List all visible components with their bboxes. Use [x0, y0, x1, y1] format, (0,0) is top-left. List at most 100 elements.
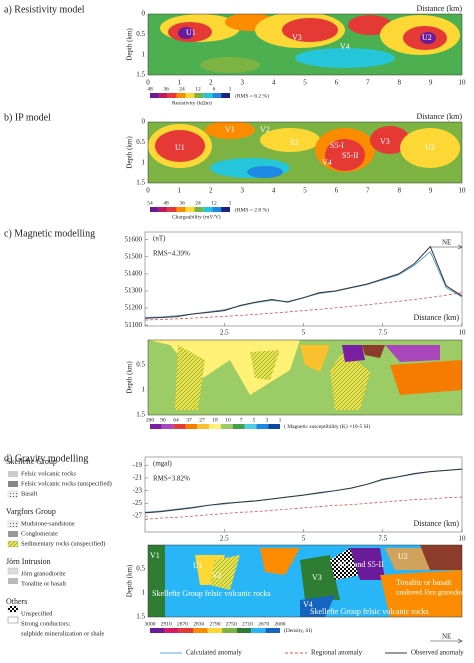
- legend-item: Basalt: [21, 490, 37, 497]
- colorbar-swatch: [209, 424, 221, 429]
- y-tick-label: -19: [133, 461, 143, 469]
- unit-label: S2: [290, 138, 298, 147]
- x-tick-label: 0: [146, 187, 150, 195]
- colorbar-swatch: [193, 628, 208, 633]
- gravity-section: [148, 545, 462, 617]
- x-tick-label: 4: [272, 79, 276, 87]
- colorbar-swatch: [150, 93, 159, 98]
- x-tick-label: 2: [209, 187, 213, 195]
- colorbar-tick-label: 1: [229, 200, 232, 206]
- colorbar-tick-label: 24: [195, 200, 201, 206]
- colorbar-tick-label: 2670: [258, 621, 269, 627]
- colorbar-swatch: [256, 424, 269, 429]
- colorbar-swatch: [164, 628, 179, 633]
- y-tick-label: 51400: [125, 269, 143, 277]
- y-tick-label: 1: [142, 589, 146, 597]
- colorbar-swatch: [158, 207, 168, 212]
- legend-group-title: Others: [6, 597, 27, 606]
- legend-label: Regional anomaly: [311, 649, 363, 657]
- colorbar-title: (Density, SI): [284, 627, 312, 634]
- x-tick-label: 6: [335, 79, 339, 87]
- colorbar-tick-label: 90: [160, 417, 166, 423]
- unit-label: S5-I and S5-II: [338, 560, 384, 569]
- x-tick-label: 8: [397, 187, 401, 195]
- colorbar-tick-label: 5: [253, 417, 256, 423]
- y-tick-label: 1: [142, 386, 146, 394]
- unit-label: U2: [422, 33, 432, 42]
- x-tick-label: 5: [302, 329, 306, 337]
- colorbar-swatch: [176, 207, 186, 212]
- colorbar-tick-label: 2830: [193, 621, 204, 627]
- legend-item: Conglomerate: [21, 530, 58, 537]
- y-tick-label: -27: [133, 512, 143, 520]
- colorbar-title: ( Magnetic susceptibility (K) ×10-5 SI): [284, 423, 371, 430]
- colorbar-swatch: [203, 93, 213, 98]
- legend-group-title: Vargfors Group: [6, 507, 56, 516]
- colorbar-swatch: [150, 424, 162, 429]
- colorbar-swatch: [167, 93, 177, 98]
- y-tick-label: 0.5: [136, 138, 145, 146]
- annotation: RMS=4.39%: [153, 250, 190, 258]
- colorbar-tick-label: 7: [240, 417, 243, 423]
- unit-label: V1: [225, 125, 235, 134]
- x-axis-label: Distance (km): [416, 4, 462, 13]
- colorbar-swatch: [167, 207, 177, 212]
- section-note: unaltered Jörn granodiorite ?: [396, 589, 474, 597]
- colorbar-swatch: [185, 207, 195, 212]
- colorbar-tick-label: 48: [147, 86, 153, 92]
- x-tick-label: 2: [209, 79, 213, 87]
- y-tick-label: 1.5: [136, 71, 145, 79]
- unit-label: S5-II: [342, 151, 359, 160]
- unit-label: V2: [260, 125, 270, 134]
- y-tick-label: -25: [133, 499, 143, 507]
- colorbar-tick-label: 54: [147, 200, 153, 206]
- colorbar-tick-label: 2870: [177, 621, 188, 627]
- direction-label: NE: [442, 239, 451, 247]
- colorbar-tick-label: 12: [211, 200, 217, 206]
- unit-label: V2: [212, 571, 222, 580]
- y-tick-label: 51300: [125, 287, 143, 295]
- section-frame: [147, 13, 463, 76]
- y-tick-label: 0.5: [136, 565, 145, 573]
- colorbar-tick-label: 3000: [145, 621, 156, 627]
- colorbar-tick-label: 36: [179, 200, 185, 206]
- colorbar-title: Resistivity (kΩm): [172, 99, 212, 106]
- series-line: [144, 468, 463, 513]
- x-tick-label: 10: [459, 535, 467, 543]
- colorbar-tick-label: 36: [163, 86, 169, 92]
- colorbar-swatch: [194, 93, 204, 98]
- y-tick-label: 0.5: [136, 30, 145, 38]
- x-tick-label: 10: [459, 187, 467, 195]
- unit-label: V4: [340, 42, 350, 51]
- unit-label: U2: [398, 552, 408, 561]
- legend-item: sulphide mineralization or shale: [21, 630, 104, 637]
- unit-label: V4: [322, 158, 332, 167]
- y-tick-label: 1: [142, 158, 146, 166]
- colorbar-swatch: [212, 93, 222, 98]
- colorbar-tick-label: 24: [179, 86, 185, 92]
- x-axis-label: Distance (km): [413, 313, 459, 322]
- colorbar-swatch: [176, 93, 186, 98]
- x-axis-label: Distance (km): [416, 112, 462, 121]
- legend-item: Tonalite or basalt: [21, 580, 66, 587]
- colorbar-swatch: [244, 424, 257, 429]
- colorbar-swatch: [150, 207, 159, 212]
- x-tick-label: 5: [303, 79, 307, 87]
- colorbar-swatch: [207, 628, 223, 633]
- colorbar-title: Chargeability (mV/V): [172, 213, 221, 220]
- panel-title: c) Magnetic modelling: [4, 228, 95, 239]
- panel-title: a) Resistivity model: [4, 4, 85, 15]
- y-tick-label: 1.5: [136, 613, 145, 621]
- colorbar-tick-label: 2750: [226, 621, 237, 627]
- y-tick-label: 1: [142, 50, 146, 58]
- rms-label: (RMS = 2.8 %): [235, 206, 269, 213]
- direction-label: NE: [442, 633, 451, 641]
- unit-label: V4: [303, 600, 313, 609]
- y-tick-label: 51500: [125, 252, 143, 260]
- colorbar-tick-label: 10: [225, 417, 231, 423]
- colorbar-tick-label: 1: [279, 417, 282, 423]
- x-tick-label: 7.5: [378, 535, 387, 543]
- x-axis-label: Distance (km): [413, 519, 459, 528]
- legend-swatches: [7, 471, 19, 624]
- legend-group-title: Jörn Intrusion: [6, 557, 51, 566]
